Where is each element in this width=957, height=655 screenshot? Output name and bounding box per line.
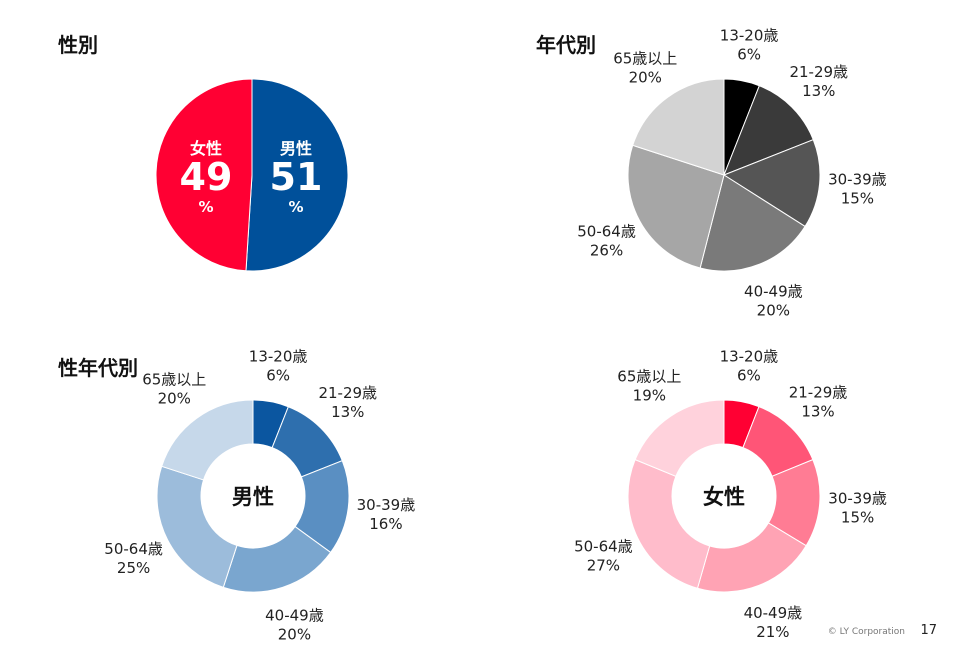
- age-label-5: 65歳以上: [613, 50, 677, 68]
- male-label-3: 40-49歳: [265, 606, 324, 624]
- age-label-3: 40-49歳: [744, 283, 803, 301]
- female-slice-4: [627, 458, 711, 589]
- female-value-3: 21%: [756, 623, 789, 641]
- male-value-0: 6%: [266, 366, 290, 384]
- gender-slice-0: [245, 78, 349, 272]
- gender-label-1: 女性: [190, 139, 222, 158]
- age-slice-2: [722, 139, 821, 228]
- female-value-1: 13%: [801, 403, 834, 421]
- gender-label-0: 男性: [280, 139, 312, 158]
- female-label-0: 13-20歳: [720, 347, 779, 365]
- male-label-0: 13-20歳: [249, 347, 308, 365]
- female-slice-5: [634, 399, 725, 477]
- female-label-1: 21-29歳: [789, 384, 848, 402]
- gender-value-1: 49: [180, 155, 233, 199]
- female-center-label: 女性: [703, 485, 745, 509]
- male-label-5: 65歳以上: [142, 371, 206, 389]
- age-label-1: 21-29歳: [789, 63, 848, 81]
- male-slice-5: [161, 399, 254, 481]
- age-slice-5: [632, 78, 725, 176]
- age-value-0: 6%: [737, 45, 761, 63]
- page-number: 17: [920, 623, 937, 638]
- female-label-4: 50-64歳: [574, 537, 633, 555]
- male-value-5: 20%: [158, 390, 191, 408]
- male-label-2: 30-39歳: [357, 496, 416, 514]
- age-value-4: 26%: [590, 242, 623, 260]
- age-slice-3: [699, 174, 806, 272]
- age-value-5: 20%: [629, 69, 662, 87]
- age-label-2: 30-39歳: [828, 171, 887, 189]
- gender-unit-1: %: [198, 198, 213, 216]
- male-center-label: 男性: [232, 485, 274, 509]
- female-label-3: 40-49歳: [744, 604, 803, 622]
- age-pie-chart: 13-20歳6%21-29歳13%30-39歳15%40-49歳20%50-64…: [577, 26, 886, 319]
- female-label-5: 65歳以上: [617, 368, 681, 386]
- male-label-1: 21-29歳: [318, 384, 377, 402]
- gender-slice-1: [155, 78, 253, 272]
- male-age-donut-chart: 13-20歳6%21-29歳13%30-39歳16%40-49歳20%50-64…: [104, 347, 415, 643]
- male-value-2: 16%: [369, 515, 402, 533]
- female-value-2: 15%: [841, 508, 874, 526]
- age-label-4: 50-64歳: [577, 223, 636, 241]
- female-value-4: 27%: [587, 556, 620, 574]
- age-value-2: 15%: [841, 190, 874, 208]
- age-value-1: 13%: [802, 82, 835, 100]
- chart-title-gender: 性別: [58, 33, 98, 57]
- female-label-2: 30-39歳: [828, 489, 887, 507]
- age-label-0: 13-20歳: [720, 26, 779, 44]
- chart-title-gender-age: 性年代別: [58, 356, 138, 380]
- copyright-text: © LY Corporation: [827, 627, 905, 637]
- male-value-4: 25%: [117, 559, 150, 577]
- chart-title-age: 年代別: [536, 33, 596, 57]
- male-label-4: 50-64歳: [104, 540, 163, 558]
- gender-value-0: 51: [270, 155, 323, 199]
- female-value-5: 19%: [633, 387, 666, 405]
- age-slice-4: [627, 144, 725, 269]
- age-value-3: 20%: [757, 302, 790, 320]
- male-value-1: 13%: [331, 403, 364, 421]
- male-value-3: 20%: [278, 625, 311, 643]
- female-value-0: 6%: [737, 366, 761, 384]
- gender-unit-0: %: [288, 198, 303, 216]
- male-slice-4: [156, 465, 238, 588]
- age-slice-1: [723, 85, 814, 176]
